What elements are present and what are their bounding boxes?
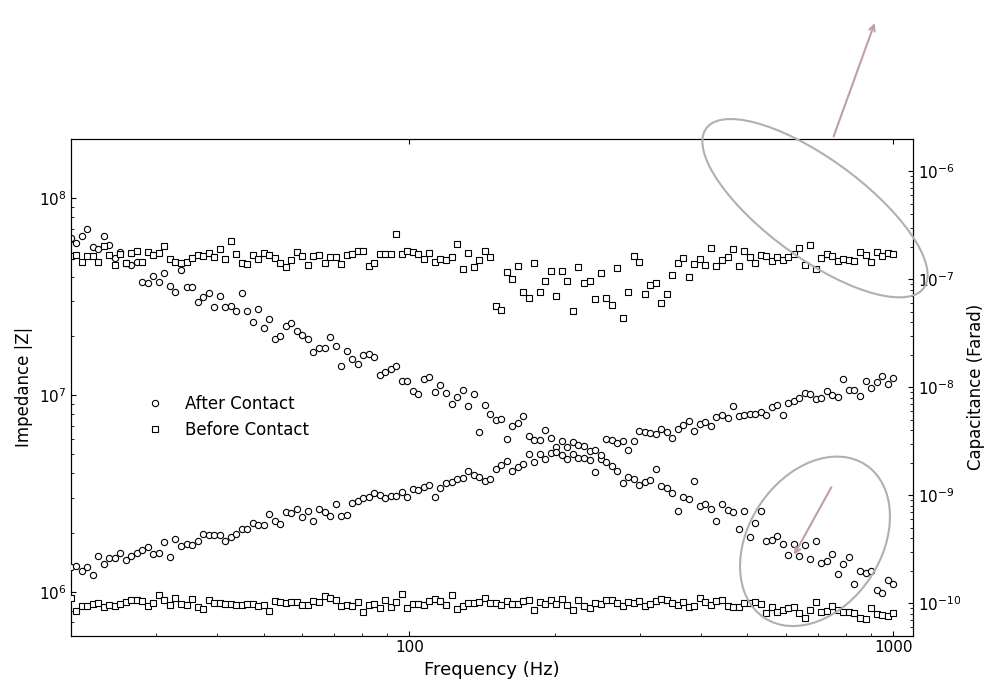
After Contact (534, 436, 546, 444)
Line: Before Contact: Before Contact (67, 231, 896, 321)
Before Contact (65, 252, 77, 260)
After Contact (639, 478, 651, 486)
Y-axis label: Capacitance (Farad): Capacitance (Farad) (967, 304, 985, 471)
Before Contact (617, 314, 629, 323)
Legend: After Contact, Before Contact: After Contact, Before Contact (138, 395, 309, 439)
X-axis label: Frequency (Hz): Frequency (Hz) (424, 661, 560, 679)
After Contact (81, 226, 93, 234)
Before Contact (501, 269, 513, 277)
Line: After Contact: After Contact (67, 226, 896, 596)
Before Contact (390, 230, 402, 239)
Before Contact (644, 280, 656, 289)
Before Contact (396, 250, 408, 258)
After Contact (876, 589, 888, 598)
After Contact (501, 434, 513, 443)
Before Contact (755, 251, 767, 259)
After Contact (65, 233, 77, 242)
Y-axis label: Impedance |Z|: Impedance |Z| (15, 327, 33, 448)
Before Contact (887, 250, 899, 258)
After Contact (887, 580, 899, 589)
After Contact (749, 518, 761, 527)
After Contact (396, 377, 408, 385)
After Contact (341, 346, 353, 355)
Before Contact (335, 260, 347, 269)
Before Contact (534, 288, 546, 296)
